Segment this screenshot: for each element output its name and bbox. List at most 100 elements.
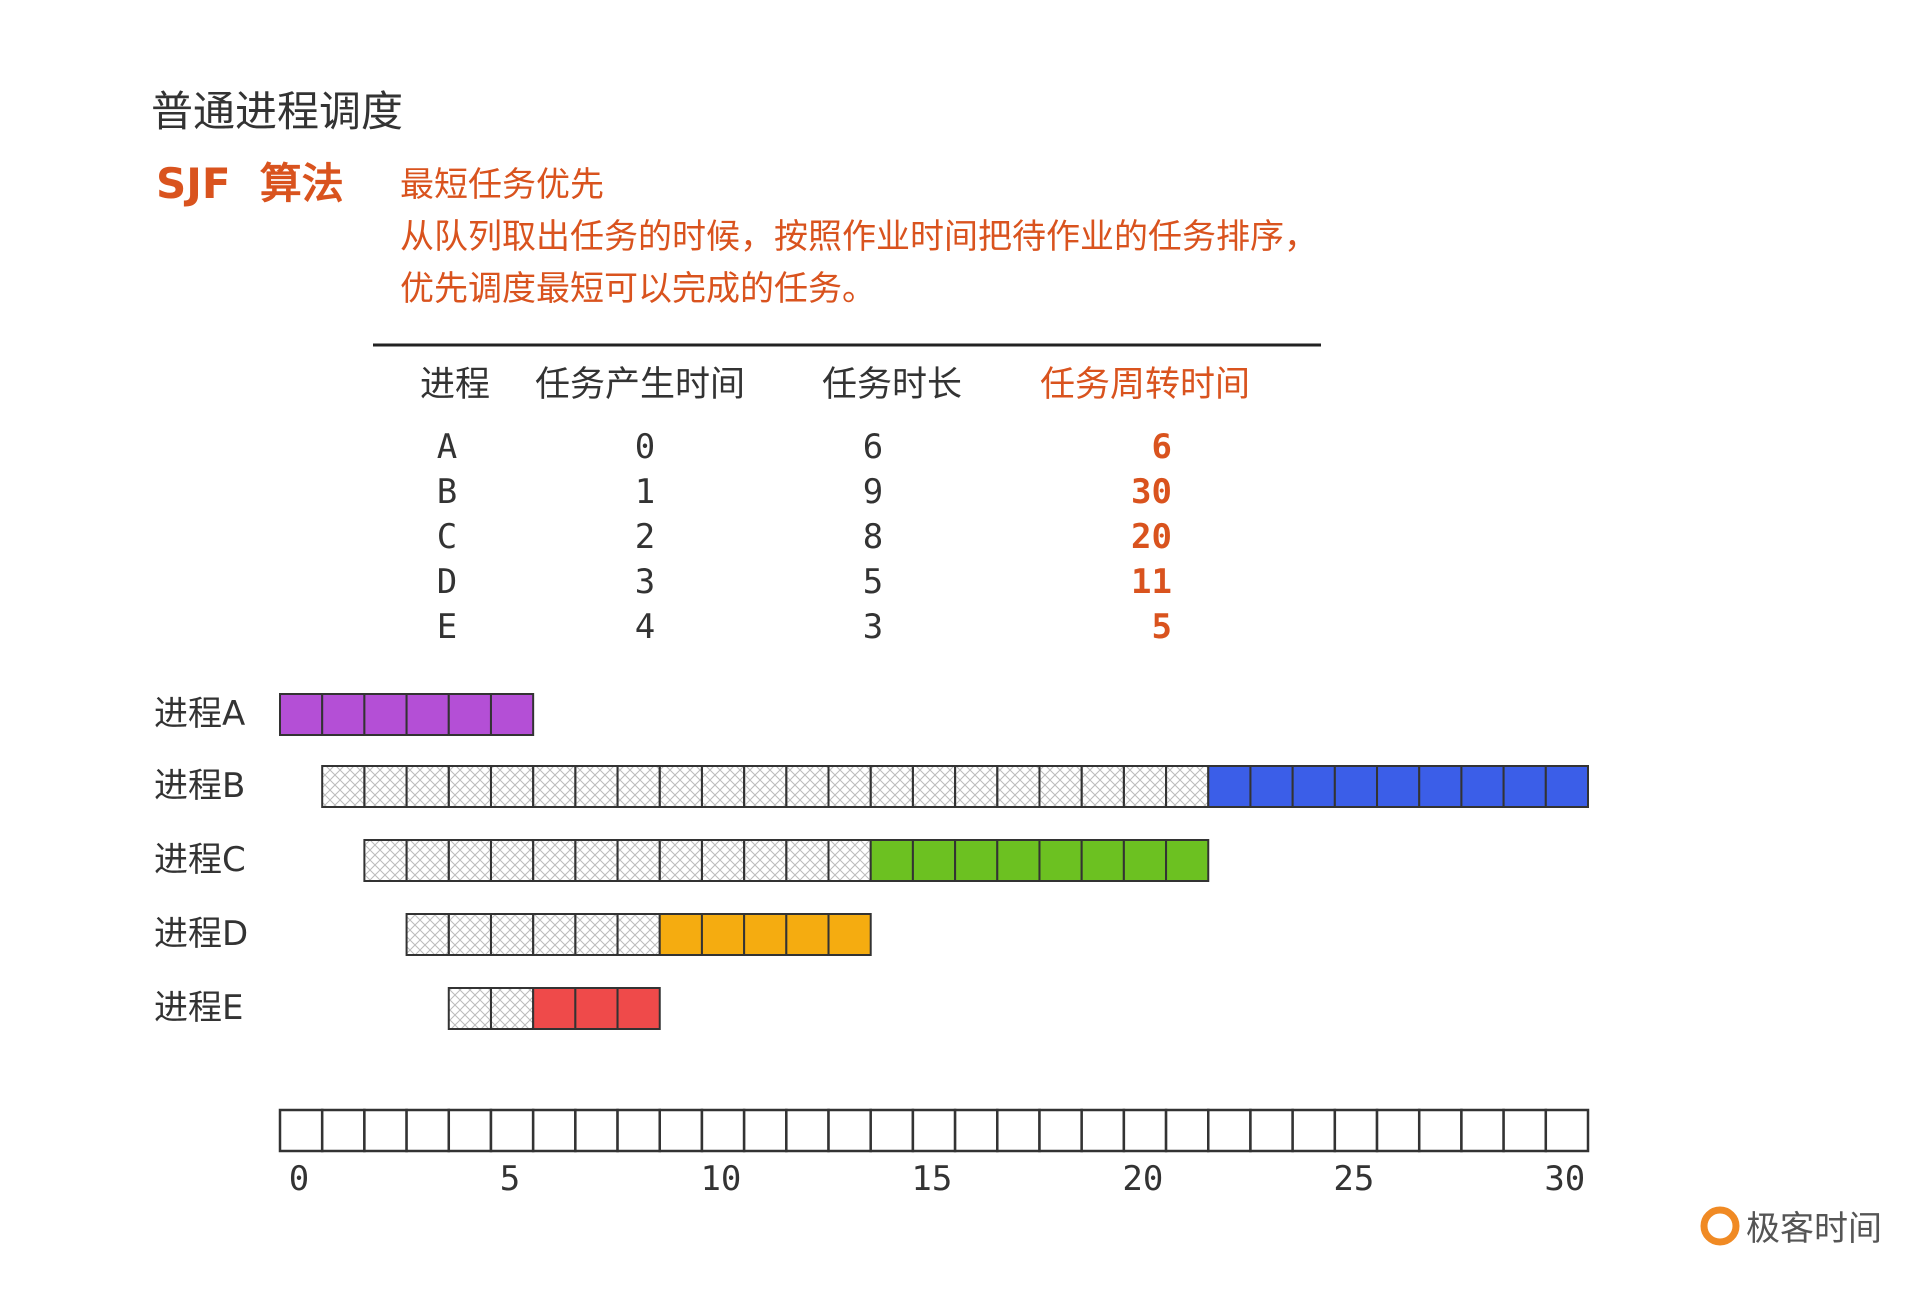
- axis-cell: [363, 1108, 408, 1153]
- description: 优先调度最短可以完成的任务。: [400, 269, 876, 309]
- table-cell: B: [437, 472, 457, 512]
- run-cell: [489, 693, 535, 736]
- axis-cell: [1207, 1108, 1252, 1153]
- wait-cell: [700, 839, 746, 882]
- axis-cell: [531, 1108, 577, 1153]
- axis-cell: [405, 1108, 451, 1153]
- axis-cell: [320, 1108, 366, 1153]
- table-cell: 0: [635, 427, 655, 467]
- wait-cell: [574, 765, 619, 808]
- axis-tick-label: 25: [1333, 1159, 1374, 1199]
- wait-cell: [954, 765, 999, 808]
- table-cell: 6: [1152, 427, 1172, 467]
- axis-cell: [1417, 1108, 1463, 1153]
- table-cell: 20: [1131, 517, 1172, 557]
- axis-tick-label: 5: [500, 1159, 520, 1199]
- table-cell: C: [437, 517, 457, 557]
- wait-cell: [785, 839, 830, 882]
- run-cell: [996, 839, 1041, 882]
- run-cell: [954, 839, 999, 882]
- wait-cell: [616, 913, 661, 956]
- wait-cell: [321, 765, 366, 808]
- table-cell: 8: [863, 517, 883, 557]
- wait-cell: [489, 765, 535, 808]
- table-cell: D: [437, 562, 457, 602]
- wait-cell: [363, 839, 408, 882]
- axis-cell: [742, 1108, 788, 1153]
- wait-cell: [1122, 765, 1168, 808]
- wait-cell: [743, 765, 788, 808]
- axis-cell: [869, 1108, 915, 1153]
- axis-cell: [1080, 1108, 1126, 1153]
- wait-cell: [827, 839, 872, 882]
- run-cell: [869, 839, 914, 882]
- table-cell: 1: [635, 472, 655, 512]
- run-cell: [785, 913, 830, 956]
- axis-cell: [1164, 1108, 1210, 1153]
- axis-tick-label: 30: [1544, 1159, 1585, 1199]
- run-cell: [827, 913, 872, 956]
- run-cell: [1333, 765, 1379, 808]
- wait-cell: [447, 987, 492, 1030]
- wait-cell: [532, 913, 577, 956]
- axis-cell: [1375, 1108, 1421, 1153]
- run-cell: [616, 987, 661, 1030]
- table-cell: 3: [635, 562, 655, 602]
- column-header: 任务产生时间: [535, 365, 745, 405]
- wait-cell: [869, 765, 914, 808]
- run-cell: [1544, 765, 1589, 808]
- description: 从队列取出任务的时候，按照作业时间把待作业的任务排序，: [400, 217, 1318, 257]
- wait-cell: [658, 839, 703, 882]
- table-cell: 9: [863, 472, 883, 512]
- axis-cell: [1460, 1108, 1505, 1153]
- run-cell: [574, 987, 619, 1030]
- wait-cell: [658, 765, 703, 808]
- axis-cell: [1544, 1108, 1590, 1153]
- table-cell: A: [437, 427, 457, 467]
- run-cell: [1249, 765, 1294, 808]
- axis-tick-label: 10: [700, 1159, 741, 1199]
- axis-cell: [1291, 1108, 1337, 1153]
- axis-cell: [1333, 1108, 1379, 1153]
- wait-cell: [447, 913, 492, 956]
- table-cell: 6: [863, 427, 883, 467]
- wait-cell: [911, 765, 957, 808]
- wait-cell: [996, 765, 1041, 808]
- process-label: 进程D: [154, 914, 248, 954]
- wait-cell: [700, 765, 746, 808]
- axis-cell: [953, 1108, 999, 1153]
- table-cell: 3: [863, 607, 883, 647]
- axis-cell: [616, 1108, 661, 1153]
- run-cell: [532, 987, 577, 1030]
- axis-cell: [489, 1108, 535, 1153]
- run-cell: [1502, 765, 1547, 808]
- wait-cell: [405, 765, 450, 808]
- wait-cell: [489, 839, 535, 882]
- run-cell: [700, 913, 746, 956]
- axis-cell: [447, 1108, 493, 1153]
- axis-cell: [700, 1108, 746, 1153]
- run-cell: [405, 693, 450, 736]
- table-cell: 5: [863, 562, 883, 602]
- axis-tick-label: 15: [911, 1159, 952, 1199]
- run-cell: [1122, 839, 1168, 882]
- wait-cell: [489, 913, 535, 956]
- wait-cell: [574, 839, 619, 882]
- axis-cell: [827, 1108, 872, 1153]
- wait-cell: [405, 913, 450, 956]
- run-cell: [279, 693, 324, 736]
- process-label: 进程C: [154, 840, 246, 880]
- table-cell: 2: [635, 517, 655, 557]
- table-cell: 30: [1131, 472, 1172, 512]
- logo: 极客时间: [1700, 1206, 1882, 1249]
- wait-cell: [447, 765, 492, 808]
- axis-cell: [1038, 1108, 1083, 1153]
- run-cell: [1291, 765, 1336, 808]
- wait-cell: [363, 765, 408, 808]
- run-cell: [321, 693, 366, 736]
- axis-tick-label: 0: [289, 1159, 309, 1199]
- run-cell: [1207, 765, 1252, 808]
- run-cell: [363, 693, 408, 736]
- axis-cell: [278, 1108, 324, 1153]
